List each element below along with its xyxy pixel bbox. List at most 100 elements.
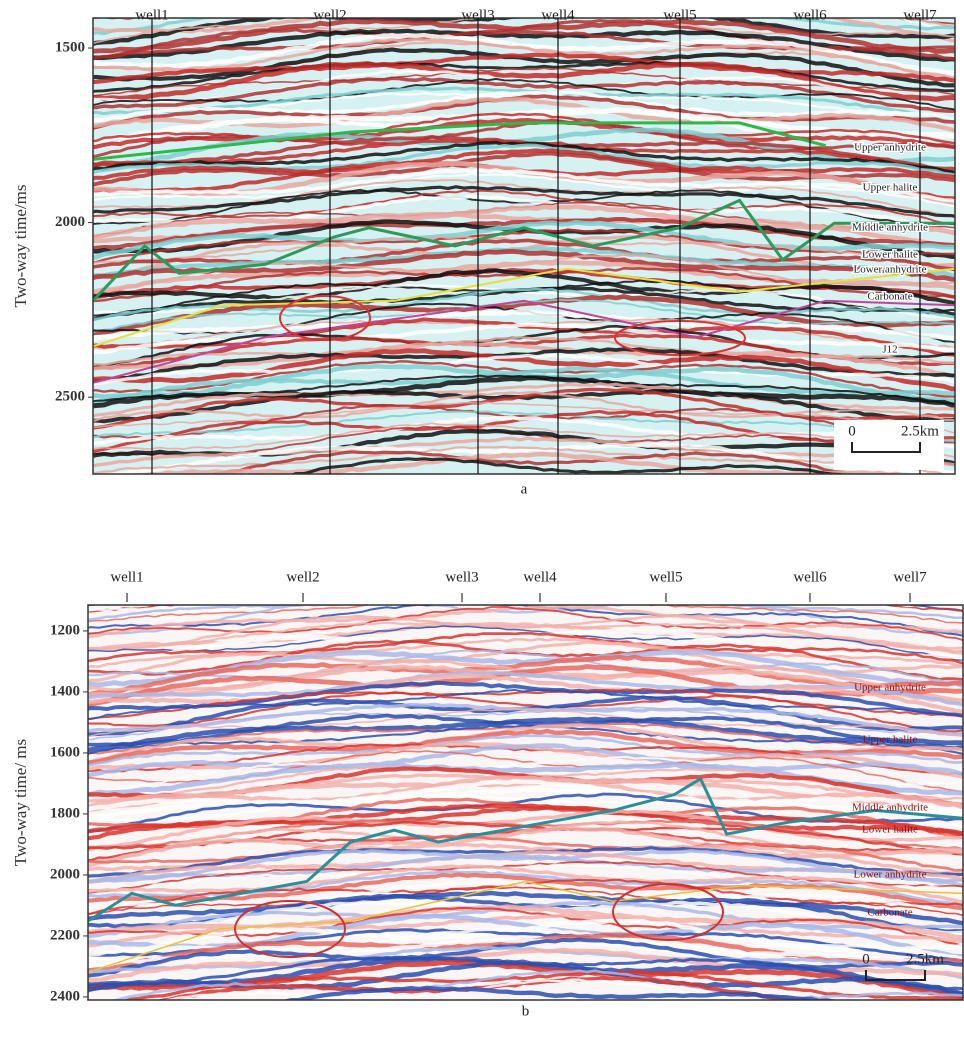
reflector — [93, 90, 955, 124]
reflector — [88, 605, 963, 635]
reflector — [93, 67, 955, 97]
well-label: well7 — [893, 569, 927, 585]
scale-bar — [851, 442, 921, 453]
y-tick-label: 1500 — [55, 39, 85, 55]
reflector — [88, 716, 963, 753]
reflector — [88, 906, 963, 948]
reflector — [93, 18, 955, 47]
horizon-line — [88, 776, 963, 923]
reflector — [88, 649, 963, 689]
horizon-label: Lower halite — [862, 249, 918, 261]
reflector — [88, 654, 963, 698]
reflector — [93, 238, 955, 272]
highlight-ellipse — [279, 295, 371, 341]
well-label: well1 — [135, 7, 168, 23]
y-axis-label: Two-way time/ms — [11, 185, 30, 308]
reflector — [88, 605, 963, 624]
reflector — [88, 724, 963, 755]
reflector — [93, 246, 955, 279]
reflector — [93, 322, 955, 355]
y-tick-label: 2400 — [50, 988, 80, 1004]
well-label: well4 — [523, 569, 557, 585]
reflector — [88, 605, 963, 622]
reflector — [88, 625, 963, 661]
horizon-line — [93, 198, 955, 302]
reflector — [93, 47, 955, 88]
scale-bar — [865, 970, 926, 981]
horizon-label: Middle anhydrite — [852, 802, 928, 814]
reflector — [93, 403, 955, 444]
seismic-image — [88, 605, 963, 1000]
reflector — [93, 18, 955, 36]
reflector — [93, 52, 955, 85]
reflector — [88, 743, 963, 779]
reflector — [93, 293, 955, 336]
highlight-ellipse — [612, 883, 724, 941]
horizon-line — [93, 267, 955, 348]
reflector — [93, 189, 955, 226]
panel-caption: a — [521, 481, 528, 497]
reflector — [88, 834, 963, 872]
scale-label: 0 — [848, 423, 856, 439]
well-label: well6 — [793, 569, 827, 585]
reflector — [93, 61, 955, 102]
reflector — [88, 860, 963, 895]
well-label: well6 — [793, 7, 827, 23]
well-label: well2 — [286, 569, 319, 585]
reflector — [88, 890, 963, 926]
reflector — [93, 86, 955, 121]
reflector — [93, 436, 955, 468]
reflector — [88, 674, 963, 714]
well-label: well2 — [313, 7, 346, 23]
horizon-label: Upper halite — [863, 182, 918, 194]
scale-label: 2.5km — [906, 951, 944, 967]
reflector — [88, 0, 960, 14]
reflector — [88, 775, 963, 810]
scale-label: 0 — [862, 951, 870, 967]
reflector — [88, 605, 963, 625]
reflector — [93, 248, 955, 282]
well-label: well4 — [541, 7, 575, 23]
reflector — [88, 628, 963, 669]
well-label: well3 — [445, 569, 478, 585]
frame — [92, 17, 956, 475]
horizon-label: J12 — [882, 344, 897, 356]
reflector — [158, 978, 746, 1000]
horizon-label: Upper anhydrite — [854, 682, 926, 694]
reflector — [93, 341, 955, 378]
reflector — [88, 937, 963, 969]
reflector — [88, 0, 960, 5]
reflector — [88, 702, 963, 737]
reflector — [93, 268, 955, 306]
highlight-ellipse — [234, 900, 346, 958]
reflector — [93, 298, 955, 334]
reflector — [93, 76, 955, 113]
y-tick-label: 1200 — [50, 622, 80, 638]
y-tick-label: 2200 — [50, 927, 80, 943]
reflector — [93, 77, 955, 111]
reflector — [88, 621, 963, 653]
reflector — [93, 410, 955, 443]
reflector — [88, 809, 963, 852]
seismic-panel-b: 1200 1400 1600 1800 2000 2200 2400 Two-way time… — [11, 569, 964, 1019]
y-axis-label: Two-way time/ ms — [11, 739, 30, 866]
reflector — [88, 904, 963, 941]
reflector — [93, 445, 953, 474]
horizon-label: Carbonate — [867, 291, 912, 303]
reflector — [93, 117, 955, 150]
y-tick-label: 1400 — [50, 683, 80, 699]
reflector — [88, 793, 963, 829]
y-tick-label: 2500 — [55, 389, 85, 405]
horizon-line — [93, 121, 827, 161]
reflector — [93, 401, 955, 434]
horizon-label: Lower halite — [862, 824, 918, 836]
reflector — [88, 870, 963, 907]
reflector — [88, 853, 963, 888]
frame — [87, 604, 964, 1001]
reflector — [93, 366, 955, 405]
y-tick-label: 1600 — [50, 744, 80, 760]
horizon-label: Upper anhydrite — [854, 142, 926, 154]
reflector — [282, 985, 837, 1000]
reflector — [93, 185, 955, 219]
reflector — [88, 0, 960, 7]
